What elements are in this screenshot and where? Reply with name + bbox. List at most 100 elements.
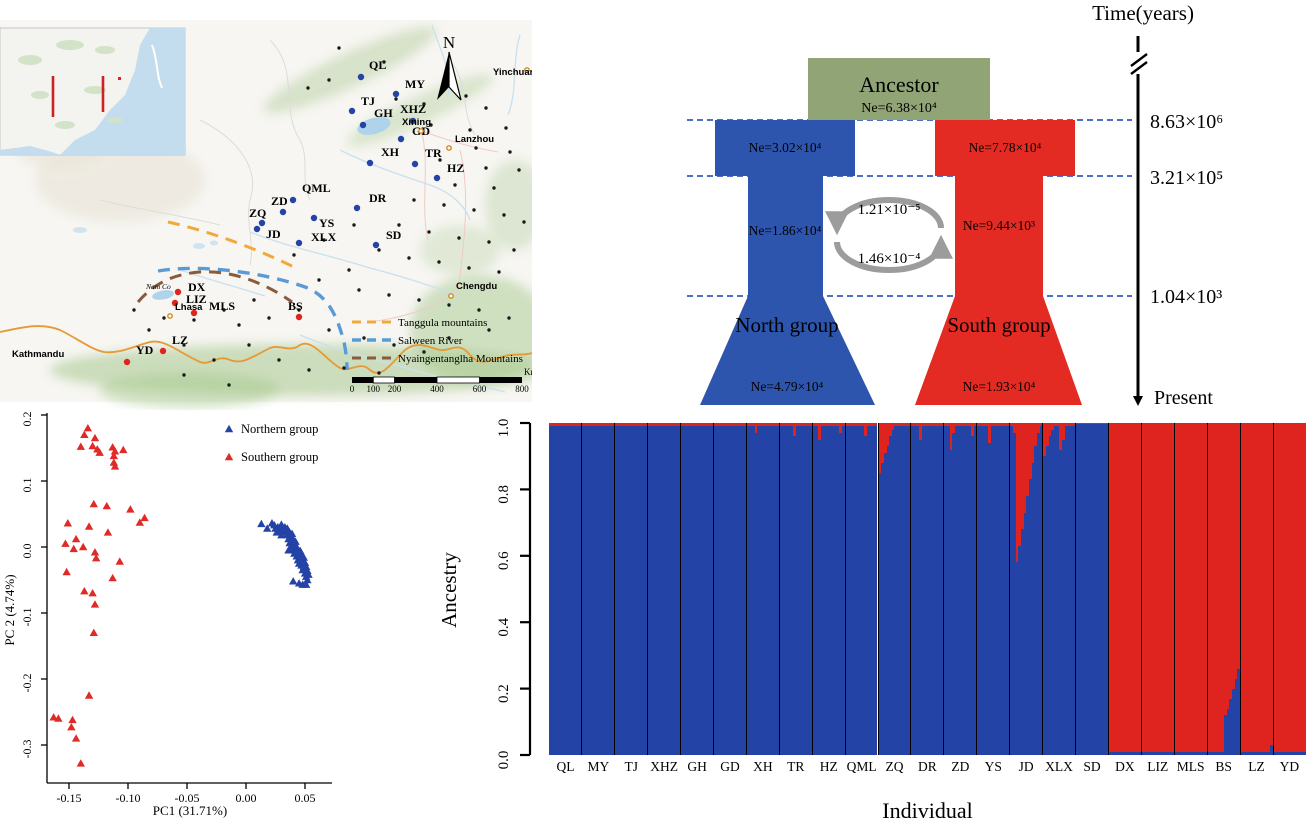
north-population-shape <box>700 120 875 405</box>
admixture-individual-bar <box>914 423 917 755</box>
admixture-individual-bar <box>1001 423 1004 755</box>
other-sample-dot <box>484 106 488 110</box>
north-arrow-icon: N <box>437 33 462 101</box>
pca-point <box>49 713 58 721</box>
admixture-individual-bar <box>1114 423 1118 755</box>
admixture-individual-bar <box>564 423 568 755</box>
admixture-pop-XH <box>746 423 780 755</box>
map-legend: Tanggula mountains Salween River Nyainge… <box>352 317 523 365</box>
site-dot-TR <box>411 160 419 168</box>
admixture-ticks: 0.0 0.2 0.4 0.6 0.8 1.0 <box>496 419 530 769</box>
admixture-individual-bar <box>729 423 733 755</box>
pca-point <box>63 519 73 527</box>
admixture-pop-label-DX: DX <box>1115 759 1135 774</box>
admixture-individual-bar <box>1094 423 1098 755</box>
admixture-individual-bar <box>704 423 708 755</box>
admixture-individual-bar <box>905 423 908 755</box>
admixture-individual-bar <box>1006 423 1010 755</box>
admixture-individual-bar <box>1183 423 1186 755</box>
site-label-SD: SD <box>386 228 402 242</box>
admixture-individual-bar <box>1023 423 1027 755</box>
qinghai-lake <box>357 117 391 135</box>
admixture-individual-bar <box>666 423 670 755</box>
admixture-individual-bar <box>982 423 986 755</box>
admixture-individual-bar <box>683 423 687 755</box>
other-sample-dot <box>162 316 166 320</box>
admixture-individual-bar <box>980 423 983 755</box>
admixture-individual-bar <box>686 423 689 755</box>
admixture-individual-bar <box>650 423 654 755</box>
admixture-individual-bar <box>960 423 964 755</box>
admixture-individual-bar <box>955 423 958 755</box>
other-sample-dot <box>307 368 311 372</box>
pca-y-tick-label: -0.2 <box>20 674 34 693</box>
time-axis-end <box>1133 396 1143 406</box>
pca-point <box>80 430 89 438</box>
admixture-individual-bar <box>1287 423 1290 755</box>
admixture-individual-bar <box>556 423 560 755</box>
admixture-individual-bar <box>800 423 804 755</box>
other-sample-dot <box>377 371 381 375</box>
admixture-individual-bar <box>957 423 961 755</box>
admixture-pop-label-TR: TR <box>787 759 805 774</box>
admixture-individual-bar <box>1067 423 1070 755</box>
migration-rate-bottom: 1.46×10⁻⁴ <box>858 251 921 267</box>
time-label-present: Present <box>1154 387 1213 409</box>
other-sample-dot <box>237 323 241 327</box>
admixture-individual-bar <box>746 423 750 755</box>
scalebar-labels: 0 100 200 400 600 800 <box>350 384 530 394</box>
pca-point <box>54 714 63 722</box>
admixture-individual-bar <box>595 423 598 755</box>
admixture-individual-bar <box>740 423 743 755</box>
other-sample-dot <box>147 328 151 332</box>
other-sample-dot <box>192 318 196 322</box>
site-dot-LZ <box>159 347 167 355</box>
admixture-individual-bar <box>1248 423 1252 755</box>
admixture-individual-bar <box>988 423 991 755</box>
site-dot-DX <box>174 288 182 296</box>
pca-point <box>300 558 310 567</box>
admixture-individual-bar <box>710 423 713 755</box>
admixture-individual-bar <box>1279 423 1282 755</box>
admixture-pop-DX <box>1109 423 1143 755</box>
admixture-individual-bar <box>1119 423 1123 755</box>
admixture-individual-bar <box>836 423 840 755</box>
admixture-individual-bar <box>696 423 700 755</box>
admixture-individual-bar <box>663 423 667 755</box>
admixture-individual-bar <box>1226 423 1230 755</box>
pca-point <box>102 501 111 510</box>
time-axis <box>1128 36 1148 406</box>
admixture-individual-bar <box>661 423 664 755</box>
pca-point <box>71 534 81 543</box>
admixture-individual-bar <box>1292 423 1296 755</box>
inset-city-dot <box>118 77 121 80</box>
admixture-individual-bar <box>1036 423 1040 755</box>
other-sample-dot <box>417 298 421 302</box>
other-sample-dot <box>412 198 416 202</box>
admixture-pop-GH <box>680 423 714 755</box>
admixture-pop-YD <box>1273 423 1306 755</box>
admixture-pop-label-TJ: TJ <box>624 759 639 774</box>
admixture-individual-bar <box>902 423 906 755</box>
admixture-individual-bar <box>658 423 662 755</box>
site-dot-SD <box>372 241 380 249</box>
north-label: N <box>443 33 455 52</box>
admixture-individual-bar <box>820 423 824 755</box>
admixture-individual-bar <box>1264 423 1268 755</box>
admixture-individual-bar <box>927 423 931 755</box>
site-dot-YD <box>123 358 131 366</box>
admixture-individual-bar <box>765 423 768 755</box>
admixture-individual-bar <box>930 423 933 755</box>
other-sample-dot <box>377 248 381 252</box>
admixture-individual-bar <box>825 423 829 755</box>
scalebar-label: 400 <box>430 384 444 394</box>
site-dot-XH <box>366 159 374 167</box>
pca-point <box>91 554 101 562</box>
legend-salween-label: Salween River <box>398 335 463 347</box>
admixture-individual-bar <box>779 423 783 755</box>
admixture-individual-bar <box>1289 423 1293 755</box>
pca-point <box>84 522 94 530</box>
admixture-pop-LIZ <box>1142 423 1176 755</box>
admixture-pop-label-MLS: MLS <box>1176 759 1205 774</box>
